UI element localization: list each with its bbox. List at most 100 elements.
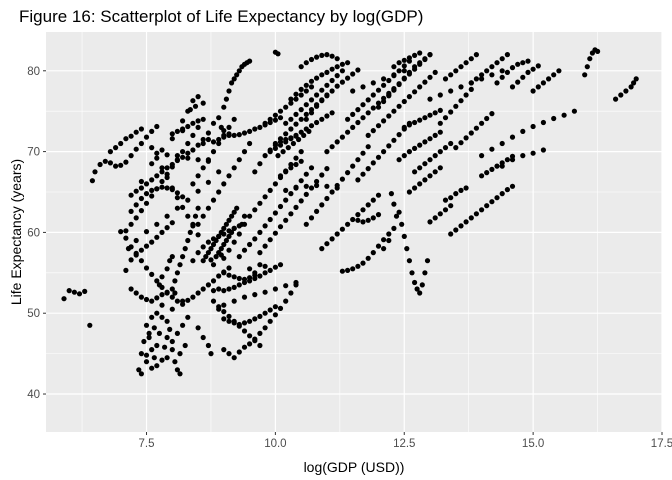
data-point: [226, 247, 232, 253]
data-point: [535, 63, 541, 69]
data-point: [267, 267, 273, 273]
data-point: [177, 262, 183, 268]
data-point: [141, 338, 147, 345]
data-point: [236, 157, 242, 163]
data-point: [113, 145, 119, 151]
data-point: [107, 149, 113, 155]
data-point: [205, 250, 211, 256]
data-point: [283, 120, 289, 126]
data-point: [267, 237, 273, 243]
data-point: [195, 173, 201, 179]
x-tick-label: 15.0: [522, 438, 544, 450]
data-point: [386, 143, 392, 149]
data-point: [504, 52, 510, 58]
data-point: [185, 150, 191, 156]
data-point: [314, 54, 320, 60]
data-point: [226, 132, 232, 138]
data-point: [448, 88, 454, 94]
data-point: [143, 352, 150, 358]
data-point: [169, 294, 175, 300]
data-point: [267, 307, 273, 313]
data-point: [375, 243, 382, 249]
data-point: [417, 290, 423, 296]
data-point: [185, 155, 191, 161]
data-point: [339, 61, 345, 67]
data-point: [143, 359, 150, 365]
data-point: [123, 136, 129, 142]
data-point: [432, 169, 438, 175]
data-point: [504, 157, 510, 163]
data-point: [138, 178, 144, 185]
data-point: [288, 100, 294, 106]
data-point: [422, 79, 428, 85]
data-point: [437, 92, 443, 98]
data-point: [223, 237, 229, 244]
data-point: [375, 123, 382, 129]
data-point: [298, 64, 304, 70]
data-point: [136, 367, 142, 373]
data-point: [164, 318, 170, 324]
data-point: [613, 96, 619, 102]
data-point: [308, 165, 315, 171]
data-point: [138, 185, 144, 191]
data-point: [146, 334, 152, 341]
data-point: [293, 185, 299, 191]
data-point: [494, 163, 500, 169]
data-point: [288, 290, 294, 296]
data-point: [406, 122, 412, 128]
data-point: [128, 192, 134, 198]
data-point: [164, 289, 170, 295]
data-point: [272, 286, 278, 292]
data-point: [386, 92, 392, 98]
data-point: [257, 262, 263, 268]
y-tick-label: 70: [27, 147, 40, 159]
data-point: [133, 129, 139, 135]
data-point: [133, 290, 139, 296]
data-point: [154, 155, 160, 161]
data-point: [308, 78, 315, 84]
data-point: [314, 178, 320, 185]
data-point: [339, 134, 345, 140]
data-point: [375, 100, 382, 106]
data-point: [252, 207, 258, 213]
data-point: [334, 83, 340, 89]
data-point: [262, 263, 268, 269]
data-point: [257, 273, 263, 279]
data-point: [355, 67, 361, 73]
data-point: [396, 81, 402, 87]
data-point: [257, 200, 263, 206]
data-point: [241, 247, 248, 253]
data-point: [174, 190, 180, 196]
data-point: [216, 169, 222, 175]
data-point: [473, 211, 479, 217]
data-point: [236, 321, 242, 328]
data-point: [499, 191, 505, 197]
data-point: [190, 181, 196, 187]
data-point: [262, 120, 268, 126]
data-point: [169, 347, 175, 353]
data-point: [154, 278, 160, 284]
data-point: [458, 84, 464, 90]
data-point: [401, 233, 407, 239]
data-point: [520, 153, 526, 159]
data-point: [298, 158, 304, 164]
data-point: [149, 193, 155, 199]
data-point: [391, 225, 397, 231]
data-point: [221, 225, 227, 231]
data-point: [169, 254, 175, 260]
data-point: [365, 144, 371, 150]
data-point: [551, 72, 557, 78]
data-point: [381, 246, 387, 252]
data-point: [159, 314, 165, 320]
data-point: [319, 87, 325, 93]
data-point: [365, 110, 371, 116]
data-point: [143, 243, 150, 249]
data-point: [174, 205, 180, 211]
data-point: [360, 150, 366, 156]
data-point: [174, 330, 180, 336]
data-point: [298, 86, 304, 92]
data-point: [195, 250, 201, 256]
data-point: [76, 291, 83, 297]
x-axis-ticks: 7.5 10.0 12.5 15.0 17.5: [139, 432, 672, 450]
data-point: [417, 84, 423, 90]
